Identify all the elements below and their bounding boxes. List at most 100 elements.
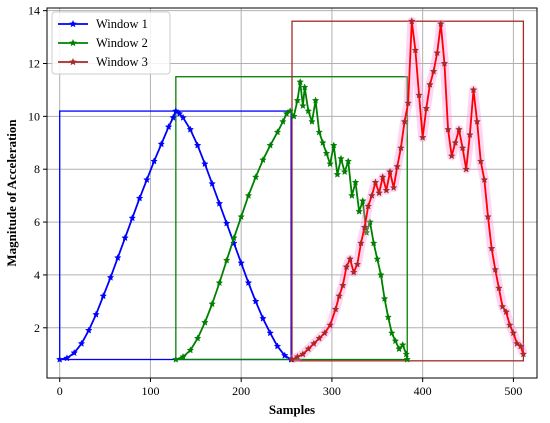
data-point	[440, 59, 449, 67]
data-point	[179, 113, 187, 121]
data-point	[400, 117, 409, 125]
data-point	[373, 255, 382, 263]
data-point	[244, 278, 253, 287]
data-point	[498, 302, 507, 310]
data-point	[342, 263, 351, 271]
y-axis-title: Magnitude of Acceleration	[4, 119, 19, 267]
data-point	[299, 101, 307, 109]
legend-item-2: Window 2	[58, 36, 148, 50]
data-point	[143, 175, 151, 183]
data-point	[222, 256, 231, 264]
data-point	[251, 173, 260, 181]
data-point	[422, 104, 431, 112]
data-point	[368, 191, 376, 199]
data-point	[259, 314, 267, 322]
data-point	[331, 305, 340, 313]
data-point	[346, 255, 354, 263]
data-point	[84, 326, 93, 334]
data-point	[164, 122, 173, 131]
legend-label: Window 3	[96, 55, 148, 69]
data-point	[506, 321, 514, 329]
data-point	[333, 170, 342, 178]
series-2	[172, 78, 412, 363]
data-point	[320, 329, 329, 337]
data-point	[208, 300, 216, 308]
y-tick-label: 8	[34, 162, 40, 176]
data-point	[444, 125, 452, 133]
data-point	[388, 329, 396, 337]
data-point	[237, 259, 245, 267]
data-point	[408, 17, 416, 25]
x-tick-label: 200	[232, 384, 250, 398]
data-point	[304, 344, 313, 353]
data-point	[326, 159, 334, 168]
data-point	[484, 212, 492, 220]
data-point	[418, 133, 427, 141]
data-point	[92, 310, 100, 318]
data-point	[415, 91, 423, 99]
data-point	[455, 125, 463, 133]
data-point	[355, 207, 363, 215]
x-tick-label: 0	[57, 384, 63, 398]
legend-marker	[69, 58, 77, 66]
data-point	[186, 346, 195, 354]
data-point	[128, 214, 137, 222]
data-point	[466, 130, 474, 139]
x-axis-title: Samples	[269, 402, 315, 417]
data-point	[462, 165, 470, 173]
data-point	[480, 175, 489, 183]
data-point	[451, 138, 460, 146]
data-point	[319, 138, 327, 146]
data-point	[288, 355, 296, 363]
data-point	[322, 149, 331, 157]
data-point	[175, 109, 184, 117]
data-point	[348, 191, 356, 199]
data-point	[469, 85, 478, 94]
data-point	[384, 313, 392, 321]
x-tick-label: 300	[323, 384, 341, 398]
data-point	[286, 107, 294, 115]
x-tick-label: 100	[141, 384, 159, 398]
data-point	[304, 107, 313, 115]
data-point	[296, 78, 304, 86]
data-point	[516, 342, 525, 350]
data-point	[378, 173, 387, 181]
data-point	[404, 99, 412, 107]
data-point	[391, 337, 400, 345]
data-point	[293, 96, 302, 104]
data-point	[429, 67, 438, 75]
data-point	[300, 83, 309, 91]
data-point	[186, 125, 195, 133]
data-point	[273, 342, 282, 350]
data-point	[310, 339, 318, 347]
data-point	[230, 233, 238, 242]
data-point	[335, 292, 343, 300]
data-point	[157, 140, 166, 148]
data-point	[495, 284, 503, 292]
data-point	[99, 292, 108, 300]
data-point	[366, 218, 374, 226]
data-point	[215, 199, 224, 207]
legend: Window 1 Window 2 Window 3	[51, 11, 171, 75]
data-point	[397, 144, 405, 152]
data-point	[364, 202, 372, 210]
x-tick-label: 500	[504, 384, 522, 398]
legend-marker	[69, 39, 77, 47]
data-point	[308, 117, 316, 125]
data-point	[293, 352, 302, 361]
data-point	[179, 352, 187, 361]
data-point	[193, 141, 202, 149]
data-point	[259, 156, 267, 164]
data-point	[411, 46, 420, 54]
y-axis-ticks: 2 4 6 8 10 12 14	[28, 4, 47, 335]
data-point	[377, 270, 385, 279]
data-point	[222, 219, 231, 227]
data-point	[487, 244, 496, 252]
data-point	[340, 167, 349, 176]
data-point	[70, 348, 78, 357]
data-point	[382, 186, 391, 194]
data-point	[290, 112, 298, 120]
data-point	[326, 321, 334, 329]
data-point	[63, 354, 71, 362]
